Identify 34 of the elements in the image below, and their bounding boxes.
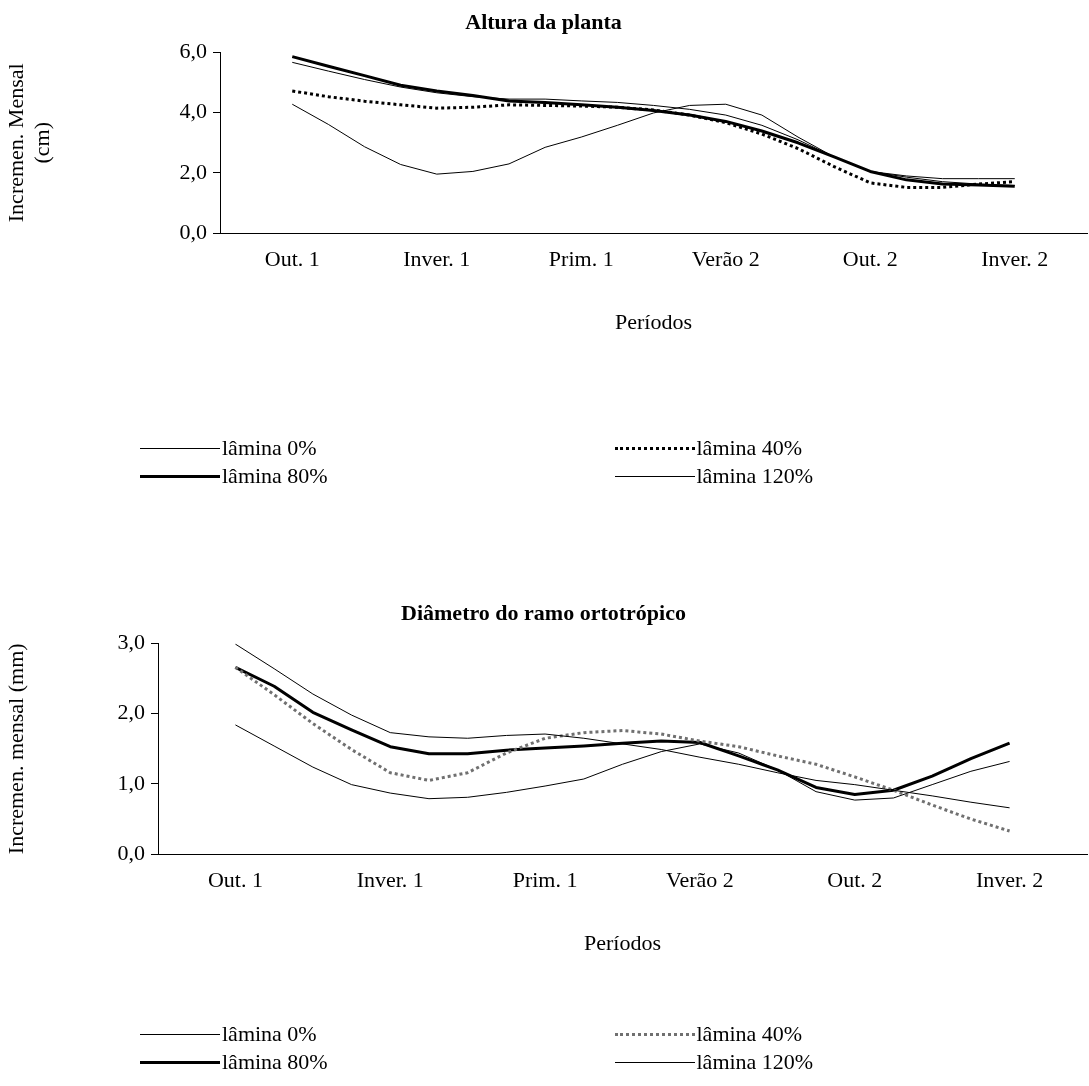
x-tick-label: Verão 2 [666,867,734,893]
y-tick-label: 4,0 [179,98,207,124]
legend-label: lâmina 40% [696,1021,803,1047]
y-tick-label: 3,0 [117,629,145,655]
x-axis-title: Períodos [615,308,692,334]
x-tick-label: Out. 2 [827,867,883,893]
x-tick-label: Inver. 1 [403,246,471,272]
legend-label: lâmina 120% [696,463,814,489]
legend-label: lâmina 120% [696,1049,814,1075]
x-axis-title: Períodos [584,929,661,955]
y-tick-label: 0,0 [179,218,207,244]
legend-label: lâmina 80% [222,1049,328,1075]
legend-label: lâmina 80% [222,463,328,489]
x-tick-label: Inver. 2 [975,867,1044,893]
legend-label: lâmina 0% [222,435,317,461]
chart-title: Altura da planta [465,8,622,34]
y-tick-label: 1,0 [117,769,145,795]
x-tick-label: Out. 1 [264,246,320,272]
x-tick-label: Prim. 1 [548,246,614,272]
y-axis-title: Incremen. Mensal (cm) [2,63,55,223]
y-tick-label: 2,0 [179,158,207,184]
x-tick-label: Inver. 1 [356,867,424,893]
x-tick-label: Inver. 2 [981,246,1049,272]
y-tick-label: 0,0 [117,839,145,865]
legend-label: lâmina 0% [222,1021,317,1047]
y-tick-label: 6,0 [179,38,207,64]
legend-label: lâmina 40% [696,435,803,461]
y-tick-label: 2,0 [117,699,145,725]
x-tick-label: Prim. 1 [512,867,578,893]
x-tick-label: Out. 1 [207,867,263,893]
x-tick-label: Out. 2 [842,246,898,272]
chart-title: Diâmetro do ramo ortotrópico [401,599,686,625]
y-axis-title: Incremen. mensal (mm) [2,643,28,855]
x-tick-label: Verão 2 [691,246,760,272]
